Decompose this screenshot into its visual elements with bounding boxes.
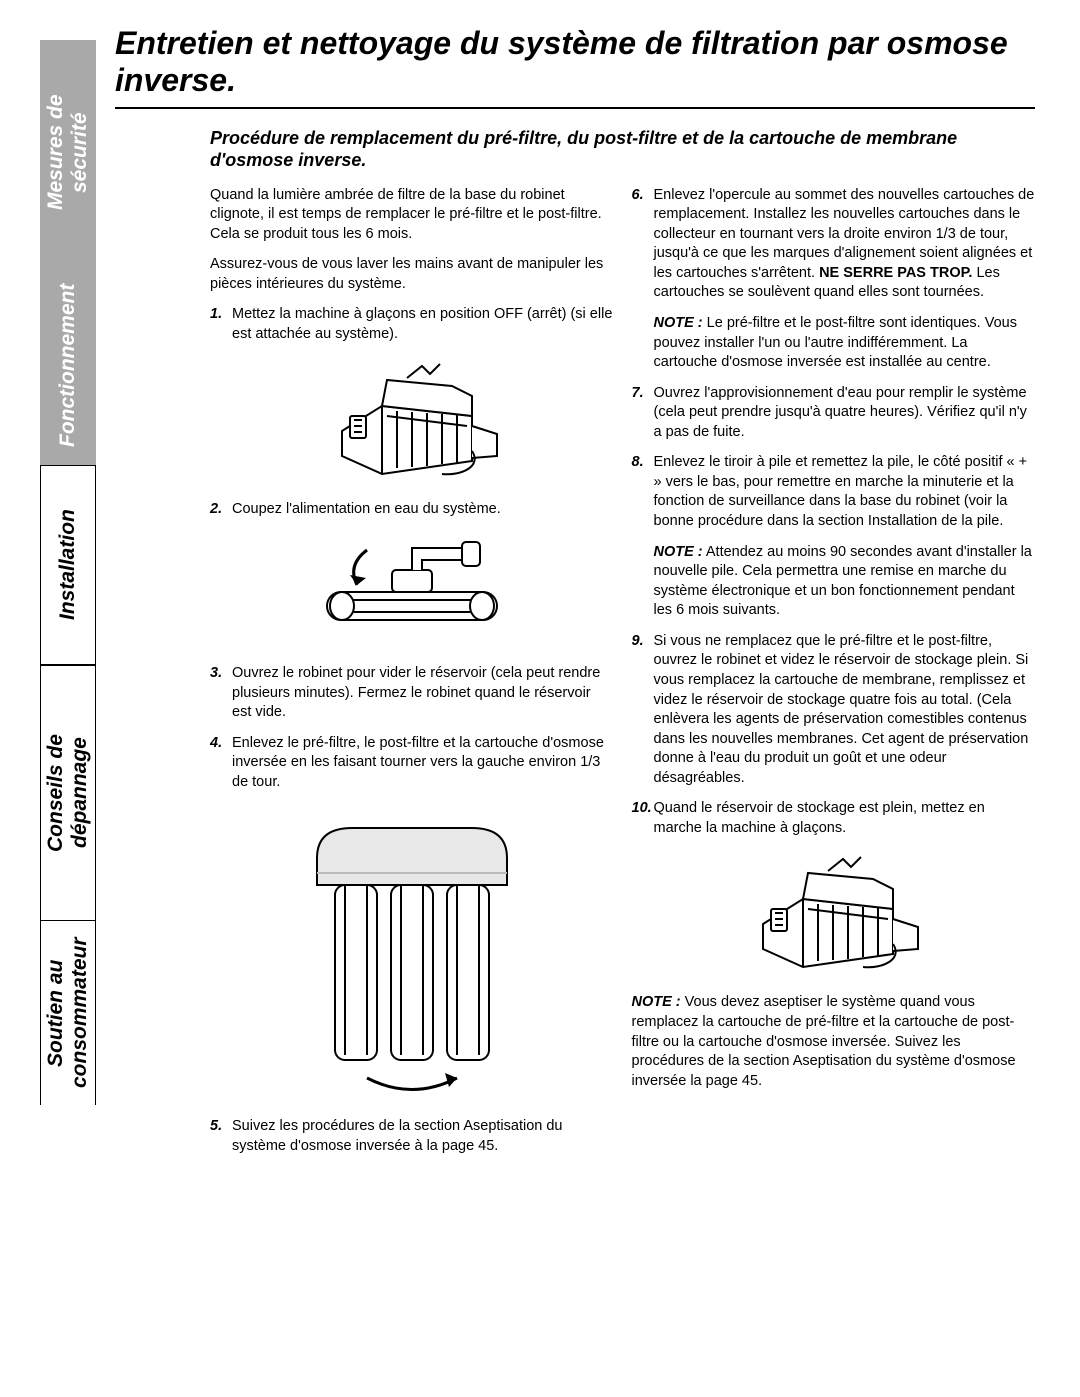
- left-column: Quand la lumière ambrée de filtre de la …: [210, 186, 614, 1168]
- step-number: 8.: [632, 453, 654, 531]
- step-5: 5. Suivez les procédures de la section A…: [210, 1117, 614, 1156]
- step-text: Ouvrez l'approvisionnement d'eau pour re…: [654, 384, 1036, 443]
- step-text: Mettez la machine à glaçons en position …: [232, 305, 614, 344]
- step-6: 6. Enlevez l'opercule au sommet des nouv…: [632, 186, 1036, 303]
- step-6-bold: NE SERRE PAS TROP.: [819, 265, 972, 281]
- sidebar-tabs: Mesures de sécurité Fonctionnement Insta…: [40, 40, 96, 1240]
- illustration-valve: [210, 530, 614, 650]
- step-text: Suivez les procédures de la section Asep…: [232, 1117, 614, 1156]
- step-8: 8. Enlevez le tiroir à pile et remettez …: [632, 453, 1036, 531]
- note-text: Le pré-filtre et le post-filtre sont ide…: [654, 315, 1017, 370]
- tab-mesures-securite[interactable]: Mesures de sécurité: [40, 40, 96, 265]
- illustration-icemaker-1: [210, 356, 614, 486]
- note-1: NOTE : Le pré-filtre et le post-filtre s…: [654, 314, 1036, 373]
- tab-soutien-consommateur[interactable]: Soutien au consommateur: [40, 920, 96, 1105]
- illustration-icemaker-2: [632, 849, 1036, 979]
- step-number: 2.: [210, 500, 232, 520]
- two-column-layout: Quand la lumière ambrée de filtre de la …: [210, 186, 1035, 1168]
- step-text: Enlevez le tiroir à pile et remettez la …: [654, 453, 1036, 531]
- note-3: NOTE : Vous devez aseptiser le système q…: [632, 993, 1036, 1091]
- note-2: NOTE : Attendez au moins 90 secondes ava…: [654, 543, 1036, 621]
- note-text: Vous devez aseptiser le système quand vo…: [632, 994, 1016, 1088]
- step-text: Enlevez le pré-filtre, le post-filtre et…: [232, 734, 614, 793]
- right-column: 6. Enlevez l'opercule au sommet des nouv…: [632, 186, 1036, 1168]
- step-text: Ouvrez le robinet pour vider le réservoi…: [232, 664, 614, 723]
- step-number: 7.: [632, 384, 654, 443]
- page-content: Entretien et nettoyage du système de fil…: [115, 25, 1035, 1168]
- step-number: 6.: [632, 186, 654, 303]
- step-number: 9.: [632, 632, 654, 789]
- step-number: 5.: [210, 1117, 232, 1156]
- tab-conseils-depannage[interactable]: Conseils de dépannage: [40, 665, 96, 920]
- section-subheader: Procédure de remplacement du pré-filtre,…: [210, 127, 1035, 172]
- step-9: 9. Si vous ne remplacez que le pré-filtr…: [632, 632, 1036, 789]
- note-label: NOTE :: [654, 544, 703, 560]
- step-1: 1. Mettez la machine à glaçons en positi…: [210, 305, 614, 344]
- step-2: 2. Coupez l'alimentation en eau du systè…: [210, 500, 614, 520]
- step-text: Si vous ne remplacez que le pré-filtre e…: [654, 632, 1036, 789]
- step-number: 1.: [210, 305, 232, 344]
- intro-paragraph-2: Assurez-vous de vous laver les mains ava…: [210, 255, 614, 294]
- tab-installation[interactable]: Installation: [40, 465, 96, 665]
- note-label: NOTE :: [632, 994, 681, 1010]
- illustration-filter-cartridges: [210, 803, 614, 1103]
- step-7: 7. Ouvrez l'approvisionnement d'eau pour…: [632, 384, 1036, 443]
- step-3: 3. Ouvrez le robinet pour vider le réser…: [210, 664, 614, 723]
- step-number: 3.: [210, 664, 232, 723]
- step-number: 10.: [632, 799, 654, 838]
- note-label: NOTE :: [654, 315, 703, 331]
- tab-fonctionnement[interactable]: Fonctionnement: [40, 265, 96, 465]
- step-10: 10. Quand le réservoir de stockage est p…: [632, 799, 1036, 838]
- page-title: Entretien et nettoyage du système de fil…: [115, 25, 1035, 109]
- step-text: Quand le réservoir de stockage est plein…: [654, 799, 1036, 838]
- step-4: 4. Enlevez le pré-filtre, le post-filtre…: [210, 734, 614, 793]
- intro-paragraph-1: Quand la lumière ambrée de filtre de la …: [210, 186, 614, 245]
- step-text: Coupez l'alimentation en eau du système.: [232, 500, 614, 520]
- step-text: Enlevez l'opercule au sommet des nouvell…: [654, 186, 1036, 303]
- note-text: Attendez au moins 90 secondes avant d'in…: [654, 544, 1032, 619]
- step-number: 4.: [210, 734, 232, 793]
